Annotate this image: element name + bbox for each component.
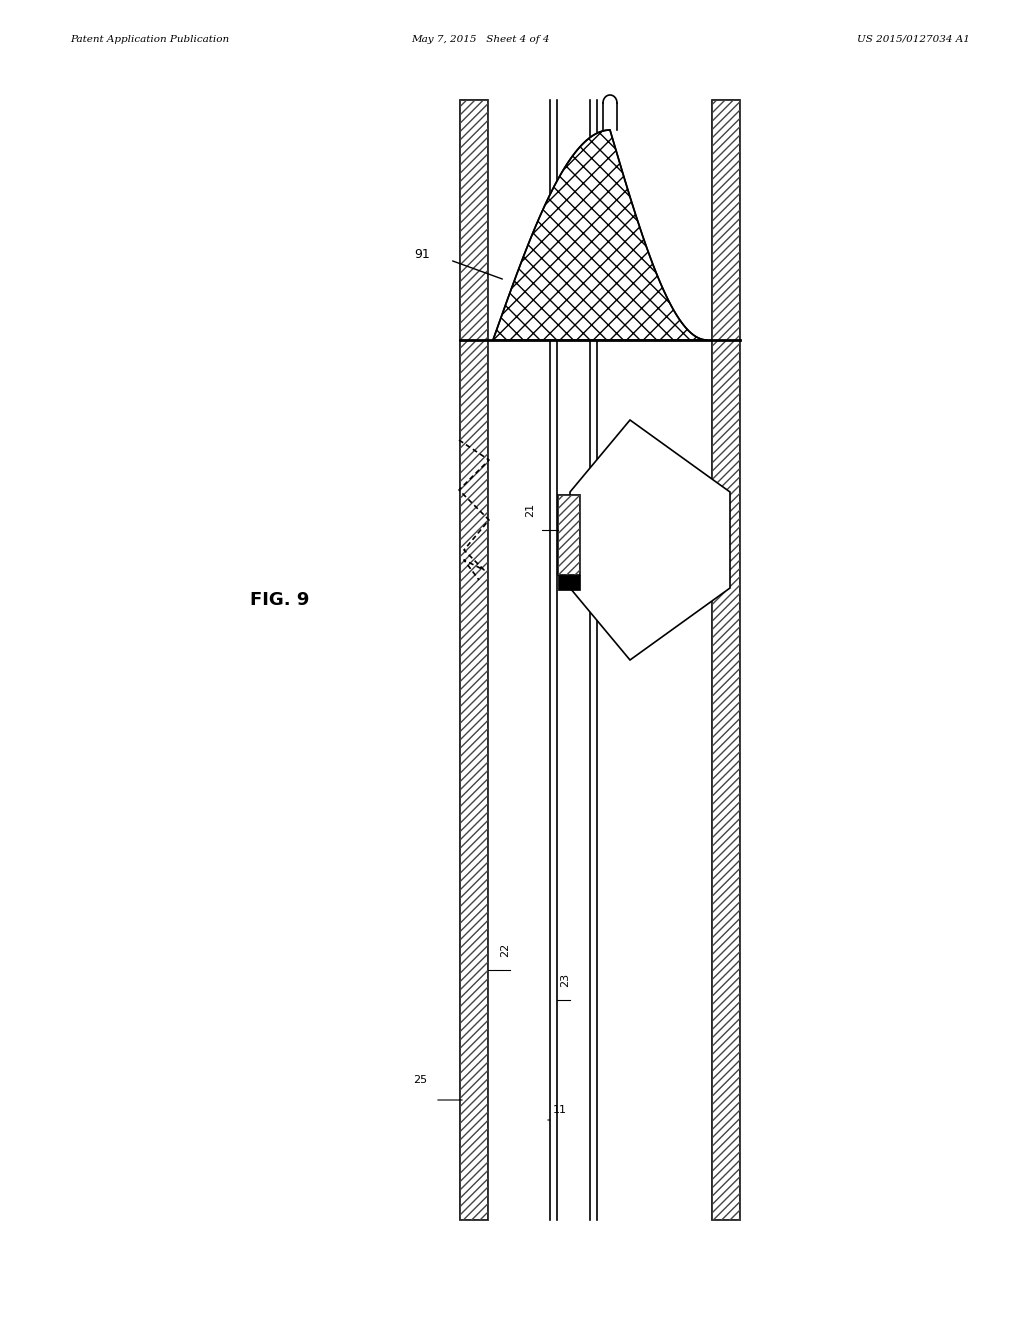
Bar [557,495,580,576]
Text: 11: 11 [552,1105,567,1115]
Text: May 7, 2015   Sheet 4 of 4: May 7, 2015 Sheet 4 of 4 [411,36,548,44]
Text: 24: 24 [659,533,675,546]
Text: FIG. 9: FIG. 9 [250,591,310,609]
Text: 25: 25 [413,1074,427,1085]
Bar [711,100,739,1220]
Bar [460,100,487,1220]
Text: 91: 91 [414,248,430,261]
Bar [460,100,487,1220]
Bar [557,495,580,576]
Bar [711,100,739,1220]
Text: 21: 21 [525,503,535,517]
Text: Patent Application Publication: Patent Application Publication [70,36,229,44]
Polygon shape [492,129,706,341]
Text: US 2015/0127034 A1: US 2015/0127034 A1 [856,36,969,44]
Text: 22: 22 [499,942,510,957]
Text: 23: 23 [559,973,570,987]
Bar [557,576,580,590]
Polygon shape [570,420,730,660]
